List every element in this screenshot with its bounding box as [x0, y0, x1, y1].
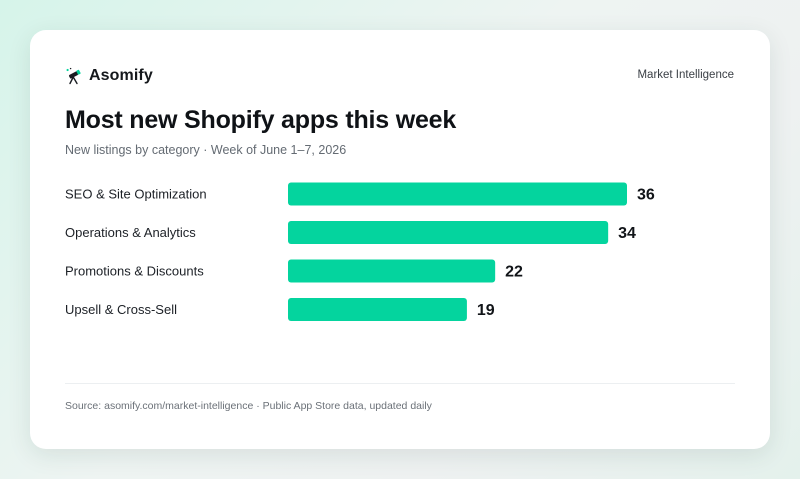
chart-subtitle: New listings by category · Week of June … — [65, 143, 347, 157]
value-label: 22 — [505, 264, 523, 281]
value-label: 19 — [477, 302, 495, 319]
brand-name: Asomify — [89, 67, 153, 84]
category-label: SEO & Site Optimization — [65, 187, 207, 202]
source-footnote: Source: asomify.com/market-intelligence … — [65, 400, 432, 412]
bar[interactable] — [288, 259, 496, 283]
brand[interactable]: Asomify — [65, 66, 153, 86]
bar[interactable] — [288, 221, 609, 244]
market-intelligence-link[interactable]: Market Intelligence — [637, 69, 734, 81]
chart-title: Most new Shopify apps this week — [65, 106, 457, 134]
category-label: Upsell & Cross-Sell — [65, 302, 177, 317]
chart-card: Asomify Market Intelligence Most new Sho… — [30, 30, 770, 449]
category-label: Operations & Analytics — [65, 225, 196, 240]
footer-divider — [65, 383, 735, 384]
value-label: 34 — [618, 225, 636, 242]
bar-chart: SEO & Site Optimization 36 Operations & An… — [65, 182, 655, 321]
value-label: 36 — [637, 187, 655, 204]
bar[interactable] — [288, 182, 627, 206]
telescope-icon — [66, 67, 81, 85]
bar[interactable] — [288, 298, 467, 321]
category-label: Promotions & Discounts — [65, 264, 204, 279]
